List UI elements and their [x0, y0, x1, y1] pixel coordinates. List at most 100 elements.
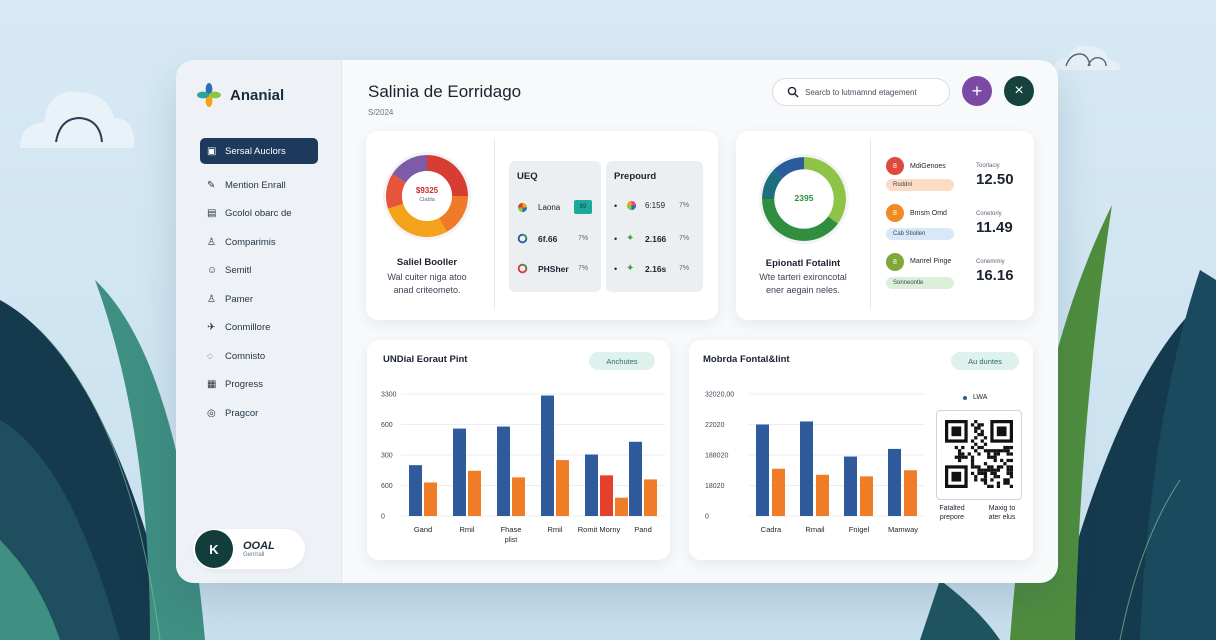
list-item[interactable]: • ✦ 2.166 7% — [614, 233, 689, 244]
sidebar-item[interactable]: ✈ Conmillore — [200, 315, 318, 341]
row-percent: 7% — [679, 265, 690, 272]
qr-module — [993, 475, 997, 479]
brand[interactable]: Ananial — [196, 82, 284, 108]
donut-chart — [759, 154, 849, 244]
list-item[interactable]: Laona 89 — [517, 200, 592, 214]
logo-icon — [197, 83, 221, 107]
qr-module — [951, 471, 962, 482]
qr-module — [987, 468, 991, 472]
donut-center-value: $9325 — [415, 186, 439, 195]
chart-title: Mobrda Fontal&lint — [703, 354, 790, 365]
stats-panel-a[interactable]: UEQ Laona 89 6f.66 7% — [509, 161, 601, 292]
qr-module — [996, 475, 1001, 479]
avatar-initials: K — [209, 541, 219, 557]
qr-module — [974, 478, 978, 482]
list-item[interactable]: • ✦ 2.16s 7% — [614, 263, 689, 274]
qr-module — [977, 465, 981, 469]
bar — [629, 441, 642, 516]
sidebar-nav: ▣ Sersal Auclors ✎ Mention Enrall ▤ Gcolol ob… — [200, 138, 318, 429]
donut-center-label: Clabla — [419, 197, 435, 203]
cloud-decoration — [20, 91, 135, 148]
metric-dot-icon: 8 — [886, 253, 904, 271]
x-tick-label: Cadra — [761, 525, 782, 534]
plane-icon: ✈ — [207, 322, 216, 333]
donut-slice — [439, 196, 468, 232]
pencil-icon: ✎ — [207, 179, 216, 191]
qr-module — [983, 478, 988, 482]
user-profile[interactable]: K OOAL Genrrall — [193, 529, 305, 569]
search-input[interactable]: Searcb to lutmamnd etagement — [772, 78, 950, 106]
qr-caption: Fatalted prepore — [929, 504, 975, 522]
divider — [494, 139, 495, 309]
stats-panel-b[interactable]: Prepourd • 6:159 7% • ✦ 2.166 7% — [606, 161, 703, 292]
list-item[interactable]: PHSher 7% — [517, 263, 588, 274]
qr-module — [974, 429, 978, 433]
donut-slice — [427, 155, 468, 196]
sidebar-item[interactable]: ▤ Gcolol obarc de — [200, 201, 318, 227]
qr-module — [993, 468, 997, 472]
donut-slice — [386, 174, 406, 209]
qr-module — [1006, 452, 1010, 456]
qr-module — [1003, 481, 1007, 485]
search-icon — [787, 86, 799, 98]
sidebar-item[interactable]: ☺ Semitl — [200, 258, 318, 284]
close-button[interactable]: × — [1004, 76, 1034, 106]
sidebar-item[interactable]: ♙ Comparimis — [200, 229, 318, 255]
qr-module — [1009, 484, 1013, 488]
qr-module — [977, 432, 981, 437]
qr-module — [961, 455, 965, 459]
qr-module — [990, 465, 994, 469]
qr-module — [980, 478, 984, 482]
y-tick-label: 300 — [381, 453, 393, 460]
sidebar-item[interactable]: ✎ Mention Enrall — [200, 172, 318, 198]
qr-module — [1006, 458, 1010, 463]
filter-chip[interactable]: Au duntes — [951, 352, 1019, 370]
y-tick-label: 32020,00 — [705, 392, 734, 399]
qr-module — [990, 449, 994, 453]
list-item[interactable]: 6f.66 7% — [517, 233, 588, 244]
qr-module — [970, 458, 975, 463]
qr-module — [990, 484, 994, 488]
sidebar-item[interactable]: ♙ Pamer — [200, 286, 318, 312]
qr-module — [983, 436, 988, 440]
qr-module — [990, 471, 994, 476]
row-value: 6:159 — [645, 201, 666, 210]
row-percent: 7% — [578, 235, 589, 242]
qr-module — [1003, 478, 1007, 482]
card-title: Saliel Booller — [396, 257, 458, 268]
page-title: Salinia de Eorridago — [368, 82, 522, 101]
row-name: Laona — [538, 202, 561, 212]
qr-module — [977, 468, 981, 472]
filter-chip[interactable]: Anchutes — [589, 352, 655, 370]
qr-module — [1006, 449, 1010, 453]
briefcase-icon: ▣ — [207, 145, 217, 157]
y-tick-label: 3300 — [381, 392, 397, 399]
qr-code[interactable] — [936, 410, 1022, 500]
y-tick-label: 600 — [381, 422, 393, 429]
sidebar-item-label: Comnisto — [225, 350, 266, 362]
qr-module — [974, 442, 978, 446]
qr-module — [1003, 449, 1007, 453]
donut-slice — [388, 203, 447, 237]
sidebar-item[interactable]: ◌ Comnisto — [200, 343, 318, 369]
list-item[interactable]: • 6:159 7% — [614, 200, 689, 211]
qr-module — [996, 484, 1001, 488]
card-desc: Wal cuiter niga atoo anad criteometo. — [366, 271, 488, 297]
bar — [409, 465, 422, 516]
sidebar-item[interactable]: ◎ Pragcor — [200, 400, 318, 426]
ring-icon — [517, 233, 528, 244]
qr-module — [996, 452, 1001, 456]
qr-module — [1000, 458, 1004, 463]
add-button[interactable]: + — [962, 76, 992, 106]
bar — [844, 456, 857, 516]
bar — [585, 454, 598, 516]
sidebar-item[interactable]: ▦ Progress — [200, 372, 318, 398]
sidebar-item[interactable]: ▣ Sersal Auclors — [200, 138, 318, 164]
metric-dot-icon: 8 — [886, 157, 904, 175]
qr-module — [974, 436, 978, 440]
bar — [615, 497, 628, 516]
close-icon: × — [1014, 82, 1024, 99]
qr-module — [1009, 458, 1013, 463]
row-value: 2.16s — [645, 263, 667, 274]
donut-slice — [762, 170, 783, 199]
